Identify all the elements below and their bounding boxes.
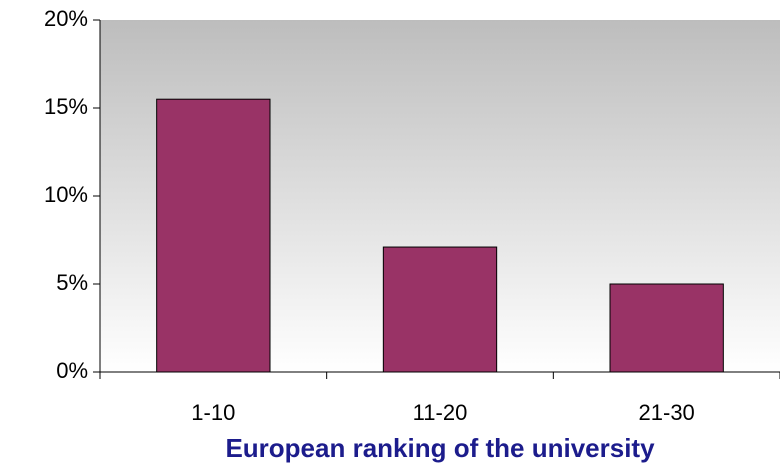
x-tick-label: 21-30 bbox=[639, 400, 695, 425]
y-tick-label: 5% bbox=[56, 270, 88, 295]
x-axis-title: European ranking of the university bbox=[225, 433, 655, 463]
x-tick-label: 11-20 bbox=[413, 400, 468, 425]
bar bbox=[382, 246, 498, 373]
x-tick-label: 1-10 bbox=[191, 400, 235, 425]
y-tick-label: 10% bbox=[44, 182, 88, 207]
y-tick-label: 15% bbox=[44, 94, 88, 119]
bar bbox=[609, 283, 724, 373]
y-tick-label: 0% bbox=[56, 358, 88, 383]
y-tick-label: 20% bbox=[44, 6, 88, 31]
bar bbox=[156, 98, 271, 373]
